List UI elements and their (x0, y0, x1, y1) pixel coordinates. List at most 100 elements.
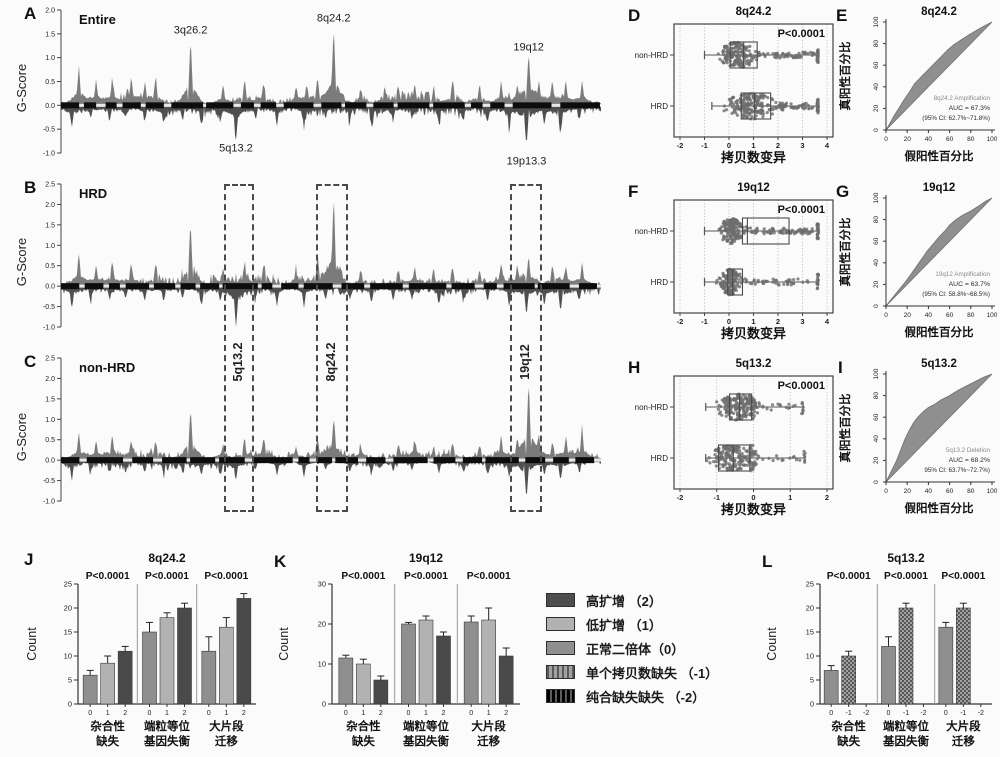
svg-text:HRD: HRD (79, 186, 107, 201)
svg-text:迁移: 迁移 (477, 734, 500, 748)
svg-text:拷贝数变异: 拷贝数变异 (721, 502, 786, 517)
svg-text:0: 0 (884, 488, 888, 495)
svg-text:-2: -2 (677, 493, 684, 502)
svg-text:基因失衡: 基因失衡 (882, 734, 929, 748)
svg-text:25: 25 (64, 580, 72, 589)
legend-swatch-single-copy-loss (546, 665, 575, 679)
svg-text:60: 60 (946, 312, 954, 319)
svg-text:1.5: 1.5 (45, 31, 55, 38)
svg-text:拷贝数变异: 拷贝数变异 (721, 326, 786, 341)
svg-text:19q12: 19q12 (409, 551, 443, 565)
legend-swatch-low-amplification (546, 617, 575, 631)
svg-text:假阳性百分比: 假阳性百分比 (905, 149, 974, 163)
highlight-box-19q12 (509, 184, 542, 512)
svg-text:19p13.3: 19p13.3 (507, 156, 547, 168)
svg-text:P<0.0001: P<0.0001 (204, 571, 248, 582)
svg-text:8q24.2: 8q24.2 (736, 6, 772, 18)
svg-text:100: 100 (987, 488, 998, 495)
svg-text:60: 60 (873, 61, 880, 69)
svg-text:P<0.0001: P<0.0001 (778, 380, 825, 392)
svg-text:1: 1 (224, 710, 228, 717)
svg-text:2: 2 (379, 710, 383, 717)
svg-text:杂合性: 杂合性 (831, 719, 866, 733)
highlight-box-label-5q13-2: 5q13.2 (231, 342, 246, 382)
legend-item: 高扩增 （2） (546, 588, 758, 612)
svg-text:假阳性百分比: 假阳性百分比 (905, 501, 974, 515)
svg-text:AUC = 67.3%: AUC = 67.3% (949, 105, 990, 112)
svg-text:15: 15 (64, 628, 72, 637)
svg-text:40: 40 (873, 259, 880, 267)
svg-text:P<0.0001: P<0.0001 (404, 571, 448, 582)
svg-text:-1: -1 (960, 710, 966, 717)
svg-text:P<0.0001: P<0.0001 (145, 571, 189, 582)
svg-text:1: 1 (106, 710, 110, 717)
violin-chart-19q12: 19q12 P<0.0001 non-HRD HRD -2 -1 0 1 2 3 4 拷贝数变异 (635, 182, 834, 341)
svg-text:基因失衡: 基因失衡 (143, 734, 190, 748)
svg-text:2: 2 (123, 710, 127, 717)
svg-text:0.5: 0.5 (45, 79, 55, 86)
svg-text:5q13.2 Deletion: 5q13.2 Deletion (946, 447, 991, 454)
svg-text:0: 0 (884, 312, 888, 319)
svg-text:缺失: 缺失 (95, 734, 119, 748)
svg-text:0: 0 (884, 136, 888, 143)
svg-text:P<0.0001: P<0.0001 (86, 571, 130, 582)
svg-text:P<0.0001: P<0.0001 (778, 28, 825, 40)
svg-text:25: 25 (806, 580, 814, 589)
svg-text:2: 2 (183, 710, 187, 717)
svg-text:-2: -2 (978, 710, 984, 717)
svg-text:19q12 Amplification: 19q12 Amplification (935, 271, 990, 278)
panel-letter-k: K (274, 552, 287, 571)
panel-letter-c: C (24, 352, 37, 371)
svg-text:迁移: 迁移 (952, 734, 975, 748)
svg-text:non-HRD: non-HRD (635, 227, 669, 236)
svg-text:1: 1 (751, 141, 755, 150)
svg-text:-2: -2 (677, 317, 684, 326)
svg-text:20: 20 (806, 604, 814, 613)
svg-text:P<0.0001: P<0.0001 (341, 571, 385, 582)
svg-text:40: 40 (925, 312, 933, 319)
svg-text:8q24.2: 8q24.2 (317, 13, 351, 25)
svg-text:-0.5: -0.5 (43, 127, 55, 134)
highlight-box-5q13-2 (224, 184, 255, 512)
panel-letter-a: A (24, 4, 37, 23)
svg-text:10: 10 (64, 652, 72, 661)
svg-text:大片段: 大片段 (209, 719, 244, 733)
svg-text:60: 60 (873, 237, 880, 245)
svg-text:P<0.0001: P<0.0001 (467, 571, 511, 582)
svg-text:HRD: HRD (651, 278, 669, 287)
svg-text:端粒等位: 端粒等位 (144, 719, 190, 733)
svg-text:95% CI: 63.7%~72.7%): 95% CI: 63.7%~72.7%) (924, 467, 990, 474)
svg-text:AUC = 68.2%: AUC = 68.2% (949, 457, 990, 464)
highlight-box-label-8q24-2: 8q24.2 (324, 342, 339, 382)
svg-text:2.0: 2.0 (45, 8, 55, 15)
svg-text:20: 20 (873, 456, 880, 464)
svg-text:5: 5 (68, 676, 72, 685)
svg-text:0: 0 (873, 128, 880, 132)
svg-text:2: 2 (776, 141, 780, 150)
svg-text:20: 20 (904, 488, 912, 495)
svg-text:0.5: 0.5 (45, 263, 55, 270)
svg-text:20: 20 (904, 136, 912, 143)
gscore-chart-entire: 2.0 1.5 1.0 0.5 0.0 -0.5 -1.0 Entire 3q26.2 8q24.… (43, 8, 601, 168)
svg-text:(95% CI: 62.7%~71.8%): (95% CI: 62.7%~71.8%) (922, 115, 990, 122)
svg-text:40: 40 (873, 83, 880, 91)
highlight-box-8q24-2 (315, 184, 349, 512)
legend-label: 低扩增 （1） (586, 617, 662, 633)
svg-text:5q13.2: 5q13.2 (736, 358, 772, 370)
svg-text:-1: -1 (701, 141, 708, 150)
svg-text:20: 20 (64, 604, 72, 613)
panel-letter-j: J (24, 550, 34, 569)
svg-text:假阳性百分比: 假阳性百分比 (905, 325, 974, 339)
legend: 高扩增 （2） 低扩增 （1） 正常二倍体（0） 单个拷贝数缺失 （-1） 纯合… (546, 588, 758, 708)
svg-text:60: 60 (946, 136, 954, 143)
legend-label: 高扩增 （2） (586, 593, 662, 609)
svg-text:Count: Count (765, 627, 779, 661)
svg-text:2: 2 (242, 710, 246, 717)
svg-text:真阳性百分比: 真阳性百分比 (838, 217, 852, 286)
svg-text:100: 100 (873, 192, 880, 203)
svg-text:杂合性: 杂合性 (90, 719, 125, 733)
panel-letter-g: G (836, 182, 850, 201)
